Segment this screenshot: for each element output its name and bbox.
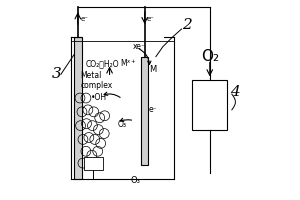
FancyArrowPatch shape: [104, 92, 120, 97]
Bar: [74, 37, 82, 179]
Text: e⁻: e⁻: [80, 16, 88, 22]
Text: 4: 4: [230, 85, 240, 99]
Text: O₂: O₂: [201, 49, 219, 64]
FancyArrowPatch shape: [139, 49, 151, 64]
Text: xe⁻: xe⁻: [133, 42, 146, 51]
Text: Metal: Metal: [81, 71, 102, 80]
Text: O₃: O₃: [118, 120, 127, 129]
Text: complex: complex: [81, 81, 113, 90]
Text: CO₂、H₂O: CO₂、H₂O: [86, 59, 119, 68]
Bar: [84, 157, 103, 170]
Bar: [141, 57, 148, 165]
Text: 3: 3: [51, 67, 61, 81]
Text: M: M: [150, 65, 157, 74]
Text: M$^{x+}$: M$^{x+}$: [120, 58, 137, 69]
Text: O₃: O₃: [130, 176, 140, 185]
Text: e⁻: e⁻: [147, 16, 155, 22]
FancyArrowPatch shape: [120, 118, 131, 121]
Text: •OH: •OH: [91, 93, 107, 102]
Bar: [192, 80, 227, 130]
Text: e⁻: e⁻: [148, 105, 157, 114]
Text: 2: 2: [182, 18, 191, 32]
